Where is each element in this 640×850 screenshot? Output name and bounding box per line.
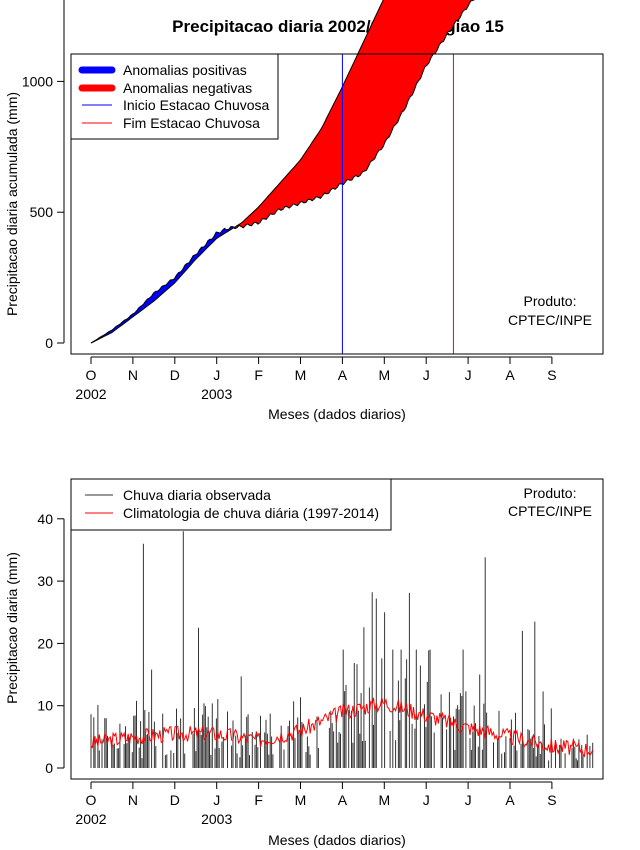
top-month-label: N [128, 367, 138, 383]
bottom-y-tick-label: 0 [45, 760, 53, 776]
bottom-y-tick-label: 10 [37, 698, 53, 714]
top-month-label: A [505, 367, 515, 383]
top-month-label: D [170, 367, 180, 383]
bottom-month-label: F [254, 792, 263, 808]
bottom-month-label: J [465, 792, 472, 808]
climatology-cumulative-line [90, 0, 384, 344]
negative-anomaly-area [91, 0, 474, 343]
top-month-label: A [338, 367, 348, 383]
bottom-month-label: A [505, 792, 515, 808]
bottom-month-label: S [547, 792, 556, 808]
top-month-label: S [547, 367, 556, 383]
legend-label-positive: Anomalias positivas [123, 62, 247, 78]
top-y-axis: 0500100015002000 [22, 0, 65, 351]
legend-label-start: Inicio Estacao Chuvosa [123, 97, 270, 113]
top-month-label: J [465, 367, 472, 383]
top-product-source: CPTEC/INPE [508, 312, 592, 328]
top-year-label: 2002 [75, 386, 106, 402]
daily-series-group [90, 531, 594, 768]
top-year-label: 2003 [201, 386, 232, 402]
top-month-label: F [254, 367, 263, 383]
bottom-legend-box [70, 478, 392, 531]
top-month-label: O [86, 367, 97, 383]
top-plot-frame [70, 53, 604, 355]
legend-label-end: Fim Estacao Chuvosa [123, 115, 260, 131]
bottom-x-axis: O N D J F M A M J J A S 2002 2003 [75, 781, 557, 827]
legend-label-observed: Chuva diaria observada [123, 487, 271, 503]
bottom-product-label: Produto: [524, 485, 577, 501]
top-month-label: J [423, 367, 430, 383]
cumulative-precip-chart: Precipitacao diaria 2002/2003 : Regiao 1… [4, 0, 604, 422]
top-x-axis-label: Meses (dados diarios) [268, 406, 406, 422]
bottom-x-axis-label: Meses (dados diarios) [268, 832, 406, 848]
climatology-daily-line [90, 697, 594, 758]
bottom-month-label: N [128, 792, 138, 808]
top-y-tick-label: 500 [30, 204, 54, 220]
bottom-y-tick-label: 40 [37, 511, 53, 527]
bottom-month-label: O [86, 792, 97, 808]
cumulative-series-group [90, 0, 476, 354]
top-y-tick-label: 0 [45, 335, 53, 351]
bottom-year-label: 2003 [201, 811, 232, 827]
bottom-y-tick-label: 20 [37, 635, 53, 651]
bottom-y-axis-label: Precipitacao diaria (mm) [4, 552, 20, 704]
top-month-label: M [295, 367, 307, 383]
bottom-legend: Chuva diaria observada Climatologia de c… [70, 478, 392, 531]
legend-label-negative: Anomalias negativas [123, 80, 252, 96]
bottom-y-tick-label: 30 [37, 573, 53, 589]
bottom-year-label: 2002 [75, 811, 106, 827]
bottom-month-label: J [213, 792, 220, 808]
top-month-label: J [213, 367, 220, 383]
bottom-y-axis: 0 10 20 30 40 [37, 511, 65, 776]
top-month-label: M [378, 367, 390, 383]
bottom-month-label: J [423, 792, 430, 808]
top-product-label: Produto: [524, 293, 577, 309]
daily-precip-chart: 0 10 20 30 40 O N D J F M A M J J A S 2002 2003 Meses (da… [4, 478, 604, 848]
bottom-month-label: M [295, 792, 307, 808]
top-legend: Anomalias positivas Anomalias negativas … [70, 53, 279, 140]
top-y-axis-label: Precipitacao diaria acumulada (mm) [4, 92, 20, 316]
legend-label-climatology: Climatologia de chuva diária (1997-2014) [123, 505, 379, 521]
bottom-month-label: M [378, 792, 390, 808]
top-y-tick-label: 1000 [22, 73, 53, 89]
observed-cumulative-line [90, 0, 476, 344]
top-x-axis: O N D J F M A M J J A S 2002 2003 [75, 356, 557, 402]
bottom-month-label: A [338, 792, 348, 808]
bottom-month-label: D [170, 792, 180, 808]
bottom-product-source: CPTEC/INPE [508, 503, 592, 519]
